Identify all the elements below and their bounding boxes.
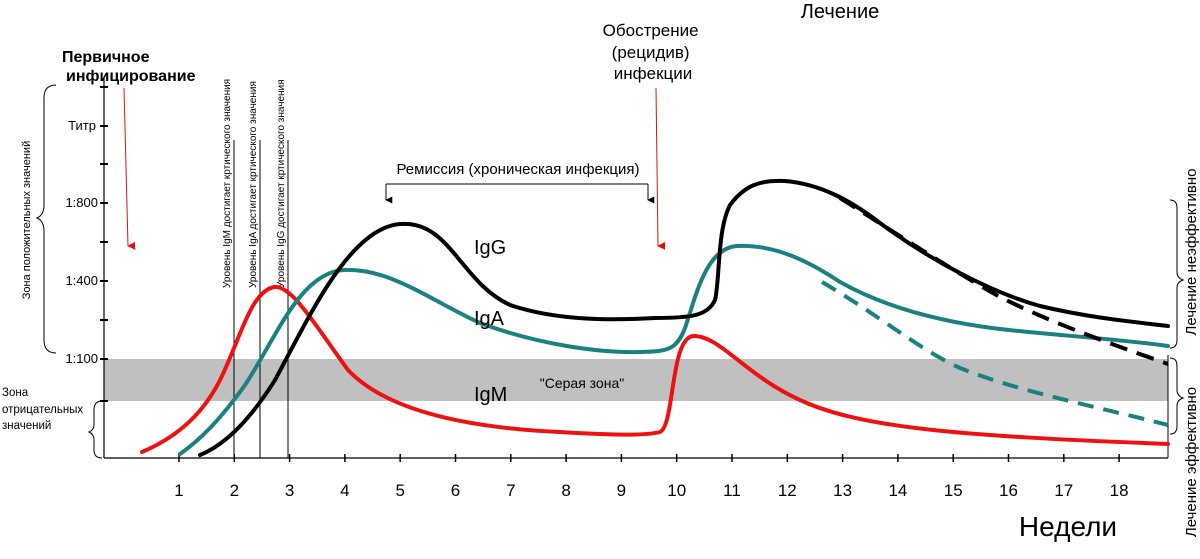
x-tick-label: 9 xyxy=(617,481,626,500)
x-tick-label: 8 xyxy=(561,481,570,500)
remission-label: Ремиссия (хроническая инфекция) xyxy=(396,161,639,178)
x-tick-label: 11 xyxy=(723,481,741,500)
x-tick-label: 13 xyxy=(833,481,852,500)
x-tick-label: 3 xyxy=(285,481,294,500)
x-tick-label: 1 xyxy=(174,481,183,500)
treatment-ineffective-label: Лечение неэффективно xyxy=(1183,169,1200,336)
x-tick-label: 4 xyxy=(340,481,349,500)
primary-infection-arrow xyxy=(123,87,136,250)
x-tick-label: 7 xyxy=(506,481,515,500)
gray-zone-label: "Серая зона" xyxy=(540,375,624,391)
x-tick-label: 18 xyxy=(1110,481,1129,500)
x-ticks: 1 2 3 4 5 6 7 8 9 10 11 12 13 14 15 16 17 18 xyxy=(174,454,1129,500)
primary-infection-label: Первичное инфицирование xyxy=(62,49,196,85)
iga-dashed-curve xyxy=(820,280,1169,427)
x-tick-label: 17 xyxy=(1054,481,1073,500)
igg-critical-label: Уровень IgG достигает кртического значен… xyxy=(276,79,287,288)
exacerbation-label: Обострение (рецидив) инфекции xyxy=(603,21,704,83)
x-tick-label: 5 xyxy=(395,481,404,500)
treatment-effective-label: Лечение эффективно xyxy=(1183,387,1200,537)
x-tick-label: 15 xyxy=(944,481,963,500)
y-tick-label-100: 1:100 xyxy=(65,351,98,366)
positive-zone-brace xyxy=(35,84,57,354)
x-tick-label: 2 xyxy=(230,481,239,500)
iga-critical-label: Уровень IgA достигает кртического значен… xyxy=(248,81,259,288)
positive-zone-label: Зона положительных значений xyxy=(21,141,33,299)
treatment-label: Лечение xyxy=(801,1,879,23)
igm-series-label: IgM xyxy=(474,384,507,406)
igg-dashed-curve xyxy=(838,196,1169,366)
y-tick-label-titr: Титр xyxy=(68,118,96,133)
x-tick-label: 12 xyxy=(778,481,797,500)
negative-zone-label: Зона отрицательных значений xyxy=(2,387,86,432)
igm-curve xyxy=(140,285,1170,454)
ineffective-brace xyxy=(1169,199,1185,349)
y-tick-label-800: 1:800 xyxy=(65,195,98,210)
weeks-axis-label: Недели xyxy=(1019,511,1117,542)
effective-brace xyxy=(1169,357,1185,435)
igg-series-label: IgG xyxy=(474,237,506,259)
x-tick-label: 14 xyxy=(888,481,907,500)
x-tick-label: 16 xyxy=(999,481,1018,500)
y-tick-label-400: 1:400 xyxy=(65,273,98,288)
x-tick-label: 10 xyxy=(667,481,686,500)
iga-curve xyxy=(178,243,1170,456)
exacerbation-arrow xyxy=(655,87,666,250)
igg-curve xyxy=(198,178,1170,457)
y-tick-marks xyxy=(100,86,108,402)
igm-critical-label: Уровень IgM достигает кртического значен… xyxy=(222,79,233,288)
x-tick-label: 6 xyxy=(451,481,460,500)
iga-series-label: IgA xyxy=(474,308,505,330)
negative-zone-brace xyxy=(87,400,103,459)
